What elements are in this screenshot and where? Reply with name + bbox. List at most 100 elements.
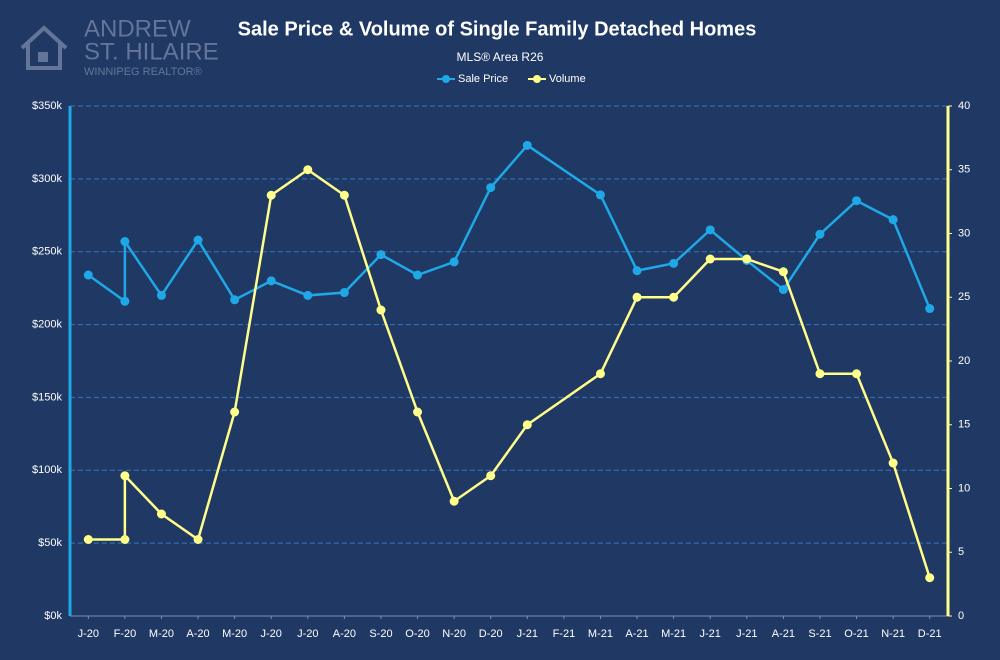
- x-tick-label: N-20: [442, 628, 466, 640]
- data-point: [522, 420, 532, 430]
- logo-text: ST. HILAIRE: [84, 38, 219, 65]
- data-point: [120, 296, 130, 306]
- data-point: [449, 257, 459, 267]
- data-point: [778, 285, 788, 295]
- data-point: [705, 225, 715, 235]
- data-point: [83, 535, 93, 544]
- y2-tick-label: 25: [958, 291, 970, 303]
- data-point: [925, 573, 935, 583]
- data-point: [120, 471, 130, 481]
- chart-subtitle: MLS® Area R26: [457, 50, 544, 64]
- data-point: [595, 369, 605, 379]
- x-tick-label: S-21: [808, 628, 831, 640]
- y-tick-label: $50k: [38, 537, 62, 549]
- y-tick-label: $100k: [32, 464, 62, 476]
- data-point: [303, 290, 313, 300]
- y-tick-label: $300k: [32, 173, 62, 185]
- y-tick-label: $200k: [32, 318, 62, 330]
- data-point: [413, 270, 423, 280]
- y2-tick-label: 20: [958, 355, 970, 367]
- x-tick-label: F-21: [553, 628, 576, 640]
- y2-tick-label: 15: [958, 419, 970, 431]
- x-tick-label: A-21: [625, 628, 648, 640]
- x-tick-label: O-20: [405, 628, 429, 640]
- x-tick-label: M-20: [222, 628, 247, 640]
- data-point: [339, 190, 349, 200]
- data-point: [120, 535, 130, 544]
- x-tick-label: J-21: [517, 628, 538, 640]
- x-tick-label: J-21: [736, 628, 757, 640]
- y2-tick-label: 30: [958, 227, 970, 239]
- data-point: [266, 276, 276, 286]
- data-point: [266, 190, 276, 200]
- data-point: [303, 165, 313, 175]
- series-line: [88, 168, 931, 579]
- data-point: [376, 305, 386, 315]
- data-point: [632, 266, 642, 276]
- y-tick-label: $350k: [32, 100, 62, 112]
- data-point: [230, 295, 240, 305]
- x-tick-label: M-20: [149, 628, 174, 640]
- chart-title: Sale Price & Volume of Single Family Det…: [238, 18, 757, 40]
- x-tick-label: J-20: [78, 628, 99, 640]
- data-point: [888, 458, 898, 468]
- data-point: [815, 369, 825, 379]
- data-point: [193, 235, 203, 245]
- y2-tick-label: 40: [958, 100, 970, 112]
- data-point: [742, 254, 752, 264]
- y-tick-label: $250k: [32, 246, 62, 258]
- data-point: [486, 471, 496, 481]
- x-tick-label: D-20: [479, 628, 503, 640]
- data-point: [632, 292, 642, 302]
- x-tick-label: A-20: [333, 628, 356, 640]
- data-point: [156, 290, 166, 300]
- x-tick-label: A-21: [772, 628, 795, 640]
- data-point: [83, 270, 93, 280]
- data-point: [449, 496, 459, 506]
- logo-house: [20, 25, 68, 70]
- data-point: [852, 369, 862, 379]
- data-point: [815, 229, 825, 239]
- legend-label: Sale Price: [458, 73, 508, 85]
- data-point: [230, 407, 240, 417]
- data-point: [522, 140, 532, 150]
- series-line: [87, 143, 931, 310]
- data-point: [669, 292, 679, 302]
- data-point: [193, 535, 203, 544]
- data-point: [339, 288, 349, 298]
- x-tick-label: M-21: [661, 628, 686, 640]
- x-tick-label: S-20: [369, 628, 392, 640]
- legend-marker: [442, 75, 450, 83]
- data-point: [413, 407, 423, 417]
- data-point: [705, 254, 715, 264]
- logo-text: ANDREW: [84, 15, 191, 42]
- x-tick-label: A-20: [186, 628, 209, 640]
- x-tick-label: O-21: [844, 628, 868, 640]
- data-point: [852, 196, 862, 206]
- logo-window: [38, 52, 48, 62]
- data-point: [778, 267, 788, 277]
- legend-marker: [533, 75, 541, 83]
- logo: ANDREW ST. HILAIRE WINNIPEG REALTOR®: [20, 15, 219, 78]
- legend-label: Volume: [549, 73, 586, 85]
- x-tick-label: J-20: [261, 628, 282, 640]
- data-point: [376, 250, 386, 260]
- x-tick-label: J-21: [700, 628, 721, 640]
- x-tick-label: J-20: [297, 628, 318, 640]
- y2-tick-label: 10: [958, 482, 970, 494]
- y-tick-label: $0k: [44, 610, 62, 622]
- data-point: [156, 509, 166, 519]
- x-tick-label: F-20: [114, 628, 137, 640]
- data-point: [120, 237, 130, 247]
- data-point: [669, 258, 679, 268]
- logo-text: WINNIPEG REALTOR®: [84, 66, 202, 78]
- x-tick-label: M-21: [588, 628, 613, 640]
- data-point: [925, 304, 935, 314]
- y2-tick-label: 5: [958, 546, 964, 558]
- y2-tick-label: 35: [958, 164, 970, 176]
- y2-tick-label: 0: [958, 610, 964, 622]
- y-tick-label: $150k: [32, 391, 62, 403]
